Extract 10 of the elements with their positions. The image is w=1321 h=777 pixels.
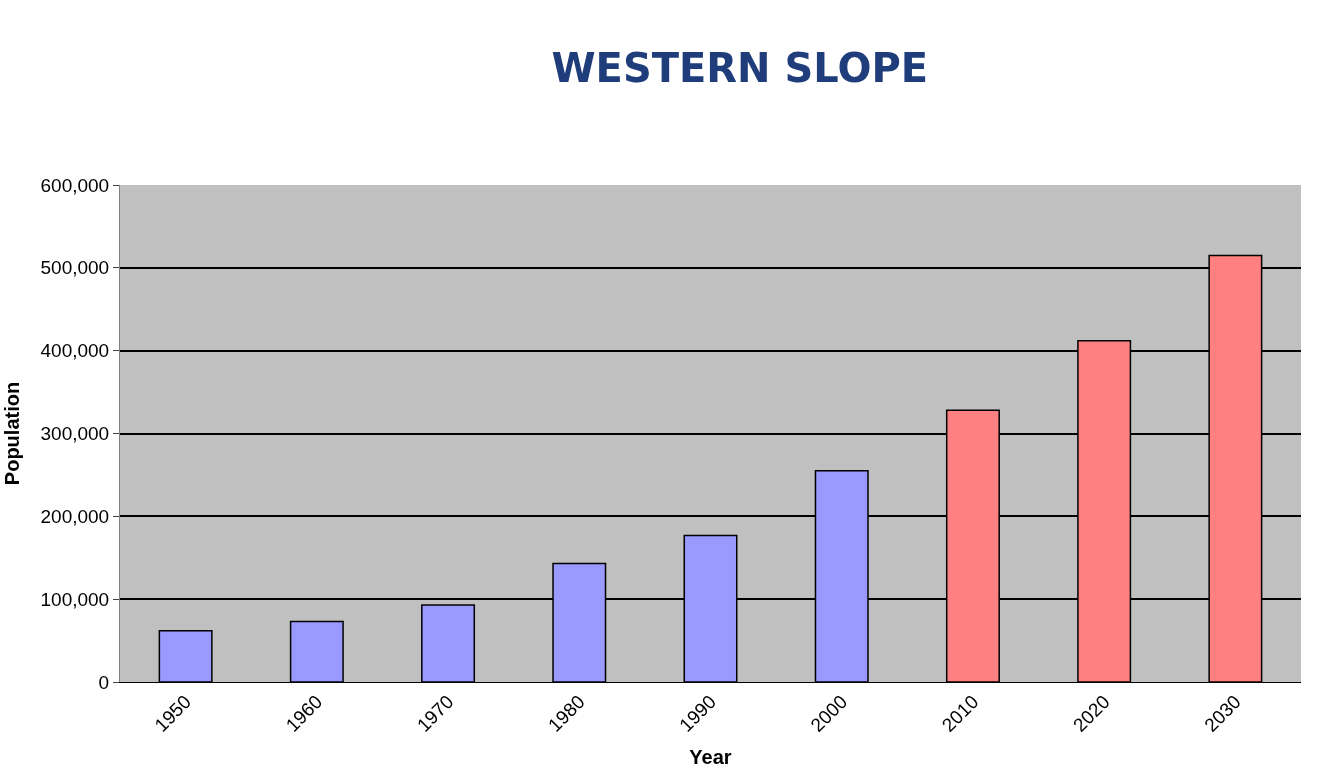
y-tick-label: 600,000 xyxy=(40,174,110,196)
x-axis-title: Year xyxy=(689,746,732,769)
y-tick-label: 300,000 xyxy=(40,423,110,445)
y-tick-label: 400,000 xyxy=(40,340,110,362)
chart-title: WESTERN SLOPE xyxy=(551,45,929,92)
y-tick-label: 0 xyxy=(98,671,110,693)
y-tick-label: 200,000 xyxy=(40,505,110,527)
y-tick-label: 500,000 xyxy=(40,257,110,279)
y-axis-title: Population xyxy=(1,381,24,486)
y-tick-label: 100,000 xyxy=(40,588,110,610)
